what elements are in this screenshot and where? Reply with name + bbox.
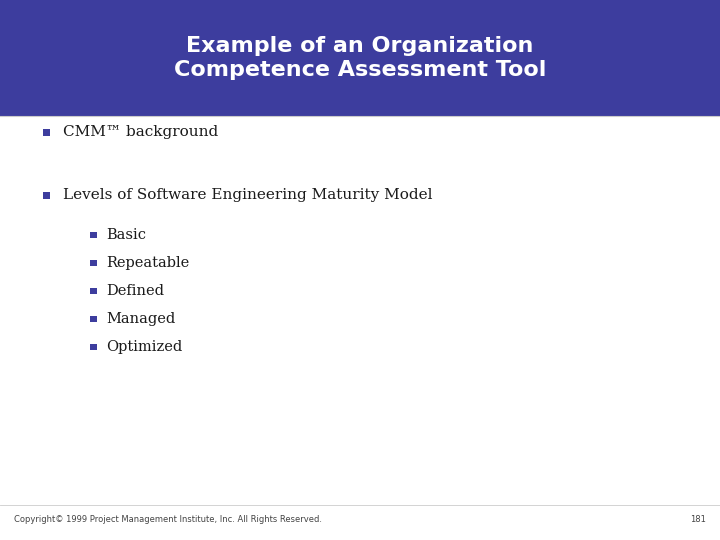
Text: Defined: Defined <box>107 284 165 298</box>
Text: Levels of Software Engineering Maturity Model: Levels of Software Engineering Maturity … <box>63 188 432 202</box>
Text: CMM™ background: CMM™ background <box>63 125 218 139</box>
Text: Repeatable: Repeatable <box>107 256 190 270</box>
FancyBboxPatch shape <box>43 129 50 136</box>
Text: Copyright© 1999 Project Management Institute, Inc. All Rights Reserved.: Copyright© 1999 Project Management Insti… <box>14 515 323 524</box>
Text: Example of an Organization: Example of an Organization <box>186 36 534 56</box>
Text: Managed: Managed <box>107 312 176 326</box>
FancyBboxPatch shape <box>91 232 96 238</box>
Text: Basic: Basic <box>107 228 147 242</box>
FancyBboxPatch shape <box>91 316 96 322</box>
FancyBboxPatch shape <box>91 260 96 266</box>
FancyBboxPatch shape <box>91 288 96 294</box>
Text: Competence Assessment Tool: Competence Assessment Tool <box>174 60 546 80</box>
FancyBboxPatch shape <box>0 0 720 116</box>
FancyBboxPatch shape <box>43 192 50 199</box>
Text: 181: 181 <box>690 515 706 524</box>
Text: Optimized: Optimized <box>107 340 183 354</box>
FancyBboxPatch shape <box>91 344 96 350</box>
